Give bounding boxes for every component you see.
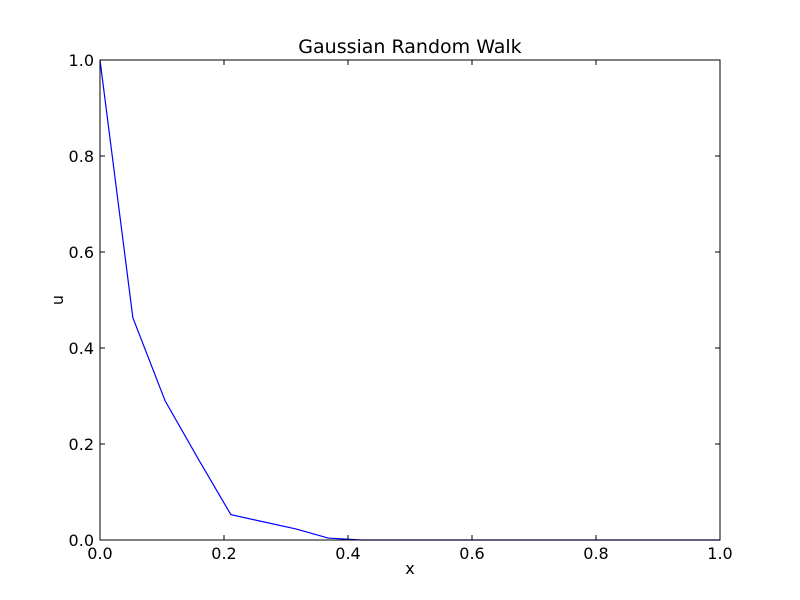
x-tick-label: 1.0 <box>707 544 732 563</box>
x-tick-label: 0.6 <box>459 544 484 563</box>
axis-ticks: 0.0 0.2 0.4 0.6 0.8 1.0 0.0 0.2 0.4 0.6 0.8 1.0 <box>69 51 733 563</box>
y-tick-label: 0.8 <box>69 147 94 166</box>
y-tick-label: 0.2 <box>69 435 94 454</box>
x-tick-label: 0.2 <box>211 544 236 563</box>
y-tick-label: 0.4 <box>69 339 94 358</box>
x-tick-label: 0.8 <box>583 544 608 563</box>
y-tick-label: 0.0 <box>69 531 94 550</box>
y-tick-label: 1.0 <box>69 51 94 70</box>
x-tick-label: 0.0 <box>87 544 112 563</box>
y-tick-label: 0.6 <box>69 243 94 262</box>
plot-area <box>99 59 720 541</box>
series-line-0 <box>99 59 720 541</box>
chart-title: Gaussian Random Walk <box>298 36 521 58</box>
y-axis-title: u <box>48 295 67 305</box>
x-tick-label: 0.4 <box>335 544 360 563</box>
plot-frame <box>99 59 721 541</box>
x-axis-title: x <box>405 559 414 578</box>
